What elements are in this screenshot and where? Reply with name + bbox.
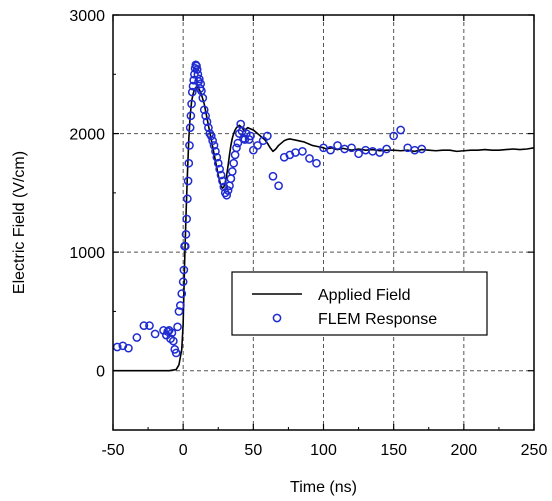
flem-response-series [112, 60, 427, 358]
legend: Applied Field FLEM Response [231, 271, 488, 336]
flem-response-point [347, 143, 356, 153]
x-tick-label: 150 [380, 442, 407, 459]
flem-response-point [222, 190, 232, 200]
flem-response-point [189, 75, 199, 85]
flem-response-point [229, 158, 239, 168]
flem-response-point [382, 144, 391, 154]
flem-response-point [179, 265, 189, 275]
flem-response-point [167, 328, 177, 338]
flem-response-point [233, 138, 243, 148]
legend-flem-response-label: FLEM Response [318, 311, 437, 328]
legend-applied-field-label: Applied Field [318, 287, 411, 304]
flem-response-point [163, 327, 173, 336]
flem-response-point [230, 150, 240, 160]
flem-response-point [204, 123, 213, 132]
flem-response-point [208, 136, 217, 146]
flem-response-point [184, 158, 194, 168]
flem-response-point [227, 167, 237, 176]
flem-response-point [202, 117, 212, 127]
flem-response-point [201, 111, 210, 121]
flem-response-point [171, 348, 181, 358]
flem-response-point [226, 174, 236, 183]
flem-response-point [232, 143, 241, 153]
flem-response-point [218, 176, 227, 186]
flem-response-point [132, 333, 142, 342]
y-tick-label: 3000 [69, 8, 105, 25]
applied-field-series [113, 86, 535, 372]
flem-response-point [187, 87, 197, 97]
flem-response-point [178, 277, 188, 287]
flem-response-point [211, 147, 220, 156]
flem-response-point [199, 105, 209, 115]
flem-response-point [305, 154, 314, 163]
legend-flem-response-swatch [272, 313, 282, 323]
y-tick-label: 1000 [69, 245, 105, 262]
x-tick-label: 50 [244, 442, 262, 459]
flem-response-point [298, 147, 307, 156]
flem-response-point [176, 301, 185, 310]
axis-ticks: -50 0 50 100 150 200 250 0 1000 2000 3000 [69, 8, 547, 459]
applied-field-line [113, 86, 535, 372]
x-axis-label: Time (ns) [290, 479, 357, 496]
flem-response-point [187, 99, 196, 109]
x-tick-label: 200 [450, 442, 477, 459]
flem-response-point [206, 131, 216, 141]
flem-response-point [192, 65, 202, 74]
flem-response-point [198, 93, 208, 103]
flem-response-point [312, 158, 321, 168]
flem-response-point [216, 170, 226, 180]
flem-response-point [375, 148, 384, 157]
x-tick-label: -50 [101, 442, 124, 459]
flem-response-point [248, 145, 258, 155]
flem-response-point [174, 307, 184, 316]
flem-response-point [186, 111, 196, 121]
y-axis-label: Electric Field (V/cm) [11, 151, 28, 294]
x-tick-label: 100 [310, 442, 337, 459]
flem-response-point [139, 321, 149, 331]
flem-response-point [145, 321, 154, 331]
flem-response-point [209, 141, 219, 150]
flem-response-point [192, 61, 201, 71]
flem-response-point [124, 343, 133, 353]
flem-response-point [246, 131, 255, 141]
flem-response-point [274, 181, 283, 191]
y-tick-label: 0 [96, 364, 105, 381]
flem-response-point [183, 194, 192, 204]
flem-response-point [194, 74, 204, 84]
flem-response-point [326, 145, 335, 155]
flem-response-point [185, 123, 195, 132]
flem-response-point [215, 164, 225, 174]
legend-box [231, 271, 488, 336]
flem-response-point [173, 322, 182, 332]
flem-response-point [183, 176, 193, 186]
flem-response-point [389, 131, 399, 141]
flem-response-point [213, 158, 223, 168]
flem-response-point [223, 186, 233, 195]
x-tick-label: 250 [521, 442, 548, 459]
flem-response-point [417, 144, 427, 154]
flem-response-point [177, 289, 187, 298]
flem-response-point [253, 141, 262, 150]
flem-response-point [185, 141, 194, 150]
flem-response-point [181, 230, 191, 239]
flem-response-point [168, 336, 178, 346]
flem-response-point [268, 171, 278, 181]
flem-response-point [180, 241, 190, 251]
flem-response-point [212, 152, 222, 162]
flem-response-point [333, 141, 342, 150]
flem-response-point [150, 329, 160, 339]
flem-response-point [182, 214, 192, 224]
flem-response-point [354, 149, 363, 159]
flem-response-point [258, 136, 268, 146]
y-tick-label: 2000 [69, 127, 105, 144]
grid-lines [113, 15, 534, 430]
flem-response-point [396, 125, 406, 135]
flem-response-point [263, 131, 272, 141]
x-tick-label: 0 [179, 442, 188, 459]
